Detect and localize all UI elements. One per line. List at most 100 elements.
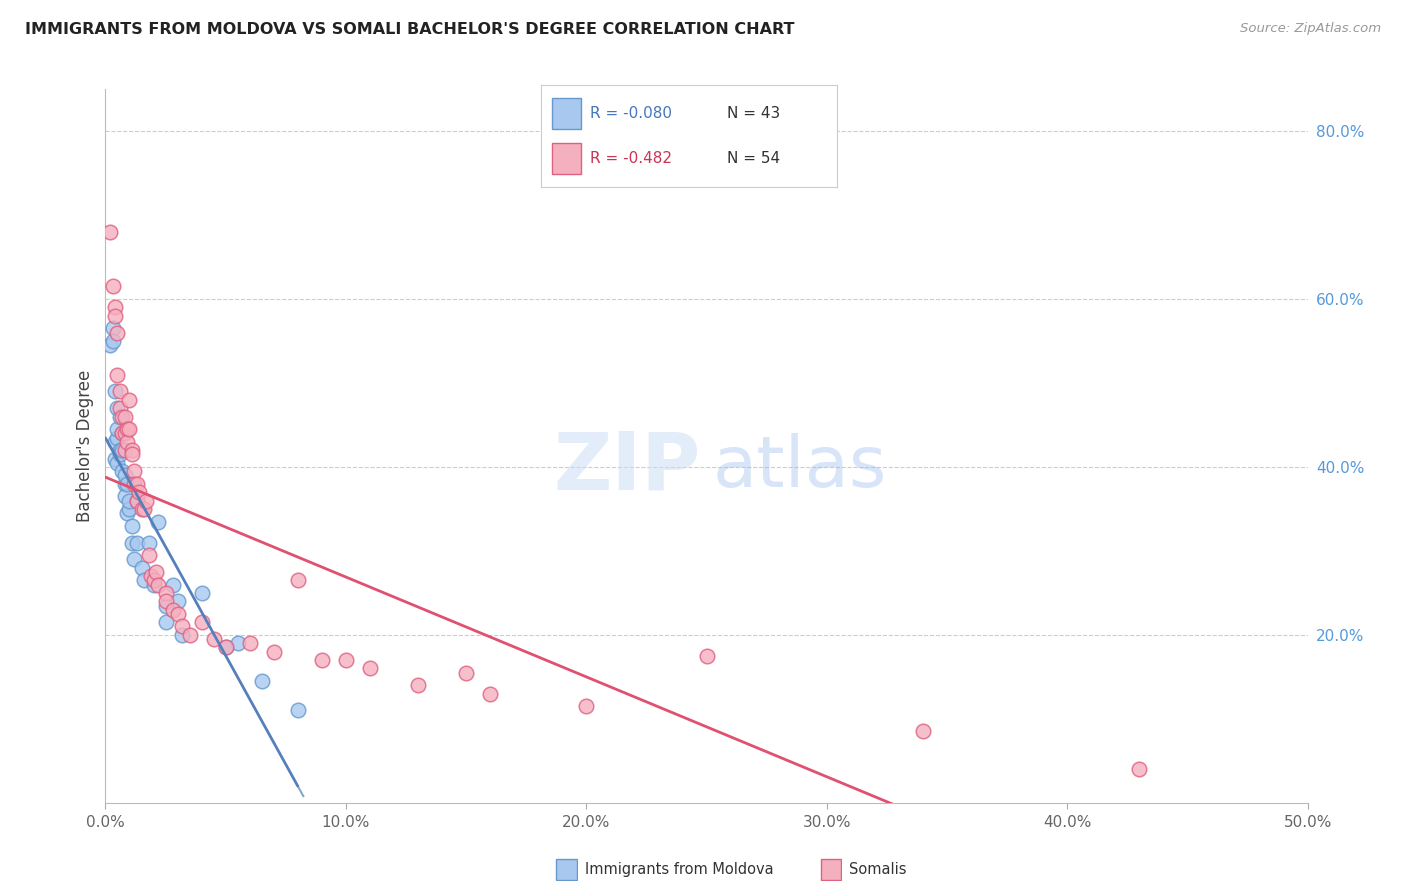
Point bbox=[575, 699, 598, 714]
Point bbox=[131, 560, 153, 574]
Point bbox=[115, 422, 138, 436]
Point bbox=[118, 392, 141, 407]
Point bbox=[162, 603, 184, 617]
Point bbox=[166, 607, 188, 621]
Point bbox=[226, 636, 249, 650]
Point bbox=[124, 476, 146, 491]
Point bbox=[118, 493, 141, 508]
Point bbox=[128, 485, 150, 500]
Point bbox=[132, 574, 155, 588]
Point bbox=[142, 574, 165, 588]
Point bbox=[132, 502, 155, 516]
Point bbox=[107, 456, 129, 470]
Point bbox=[115, 506, 138, 520]
Point bbox=[104, 434, 127, 449]
Point bbox=[111, 464, 134, 478]
FancyBboxPatch shape bbox=[557, 859, 576, 880]
Point bbox=[118, 502, 141, 516]
Point bbox=[287, 574, 309, 588]
Point bbox=[115, 434, 138, 449]
Point bbox=[214, 640, 236, 655]
Point bbox=[479, 687, 502, 701]
Point bbox=[148, 515, 170, 529]
Point bbox=[406, 678, 429, 692]
Point bbox=[202, 632, 225, 646]
Point bbox=[114, 489, 136, 503]
Point bbox=[124, 464, 146, 478]
FancyBboxPatch shape bbox=[821, 859, 841, 880]
Point bbox=[111, 426, 134, 441]
Point bbox=[1128, 762, 1150, 776]
Y-axis label: Bachelor's Degree: Bachelor's Degree bbox=[76, 370, 94, 522]
Point bbox=[104, 451, 127, 466]
Point bbox=[155, 599, 177, 613]
Point bbox=[142, 577, 165, 591]
Point bbox=[335, 653, 357, 667]
Point bbox=[263, 645, 285, 659]
FancyBboxPatch shape bbox=[551, 144, 581, 174]
Text: IMMIGRANTS FROM MOLDOVA VS SOMALI BACHELOR'S DEGREE CORRELATION CHART: IMMIGRANTS FROM MOLDOVA VS SOMALI BACHEL… bbox=[25, 22, 794, 37]
Point bbox=[121, 447, 143, 461]
Text: R = -0.080: R = -0.080 bbox=[591, 106, 672, 121]
Point bbox=[190, 615, 212, 630]
Point bbox=[121, 518, 143, 533]
Point bbox=[107, 401, 129, 416]
Text: Somalis: Somalis bbox=[849, 863, 907, 877]
Point bbox=[114, 476, 136, 491]
Point bbox=[125, 535, 148, 549]
Point bbox=[172, 628, 194, 642]
Point bbox=[135, 493, 157, 508]
Point bbox=[155, 586, 177, 600]
Point bbox=[162, 577, 184, 591]
Text: R = -0.482: R = -0.482 bbox=[591, 151, 672, 166]
Point bbox=[107, 368, 129, 382]
Text: N = 43: N = 43 bbox=[727, 106, 780, 121]
Point bbox=[250, 674, 273, 689]
Point bbox=[155, 615, 177, 630]
Point bbox=[107, 422, 129, 436]
Point bbox=[111, 409, 134, 424]
Point bbox=[287, 703, 309, 717]
Point bbox=[121, 535, 143, 549]
Point bbox=[114, 468, 136, 483]
Point bbox=[190, 586, 212, 600]
Point bbox=[108, 384, 131, 399]
Point bbox=[911, 724, 934, 739]
Point bbox=[125, 493, 148, 508]
Point bbox=[239, 636, 262, 650]
Point bbox=[124, 552, 146, 566]
Point bbox=[454, 665, 477, 680]
Text: Source: ZipAtlas.com: Source: ZipAtlas.com bbox=[1240, 22, 1381, 36]
Point bbox=[104, 384, 127, 399]
Point bbox=[359, 661, 381, 675]
Point bbox=[131, 502, 153, 516]
Point bbox=[108, 409, 131, 424]
Point bbox=[101, 279, 124, 293]
Point bbox=[121, 443, 143, 458]
Point bbox=[115, 476, 138, 491]
Point bbox=[311, 653, 333, 667]
Point bbox=[114, 409, 136, 424]
Point bbox=[179, 628, 201, 642]
Point bbox=[114, 443, 136, 458]
Point bbox=[98, 225, 121, 239]
Point bbox=[101, 334, 124, 348]
Point bbox=[125, 476, 148, 491]
Point bbox=[172, 619, 194, 633]
Text: N = 54: N = 54 bbox=[727, 151, 780, 166]
Point bbox=[125, 493, 148, 508]
Point bbox=[139, 569, 162, 583]
Text: ZIP: ZIP bbox=[553, 428, 700, 507]
Text: atlas: atlas bbox=[713, 433, 887, 502]
Point bbox=[155, 594, 177, 608]
Point bbox=[111, 426, 134, 441]
Point bbox=[104, 309, 127, 323]
Point bbox=[107, 326, 129, 340]
FancyBboxPatch shape bbox=[551, 98, 581, 128]
Point bbox=[107, 431, 129, 445]
Point bbox=[104, 301, 127, 315]
Text: Immigrants from Moldova: Immigrants from Moldova bbox=[585, 863, 773, 877]
Point bbox=[696, 648, 718, 663]
Point bbox=[108, 447, 131, 461]
Point bbox=[108, 443, 131, 458]
